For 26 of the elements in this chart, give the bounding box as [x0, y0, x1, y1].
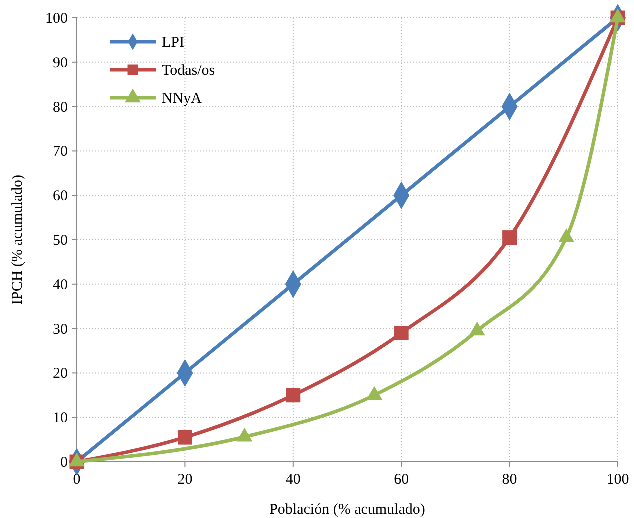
y-tick-label: 0 [60, 455, 68, 471]
x-tick-label: 80 [502, 472, 518, 488]
point [178, 430, 192, 445]
y-axis-title: IPCH (% acumulado) [10, 175, 26, 305]
y-tick-label: 90 [53, 55, 68, 72]
legend-label: LPI [162, 35, 185, 51]
point [502, 230, 518, 246]
point [394, 326, 409, 340]
y-tick-label: 20 [53, 366, 68, 382]
y-tick-label: 40 [53, 277, 68, 294]
x-tick-label: 20 [178, 472, 193, 488]
y-tick-label: 10 [53, 410, 68, 427]
y-tick-label: 100 [46, 11, 68, 27]
y-tick-label: 50 [53, 233, 68, 249]
y-tick-label: 80 [53, 100, 68, 116]
point [286, 388, 301, 403]
y-tick-label: 60 [53, 188, 68, 205]
x-tick-label: 40 [286, 472, 301, 488]
y-tick-label: 70 [53, 144, 68, 160]
x-tick-label: 0 [73, 472, 81, 488]
y-tick-label: 30 [53, 322, 68, 338]
x-axis-title: Población (% acumulado) [270, 502, 426, 518]
legend-label: NNyA [162, 91, 202, 107]
legend-label: Todas/os [162, 63, 216, 79]
x-tick-label: 60 [394, 472, 410, 488]
x-tick-label: 100 [606, 472, 630, 488]
